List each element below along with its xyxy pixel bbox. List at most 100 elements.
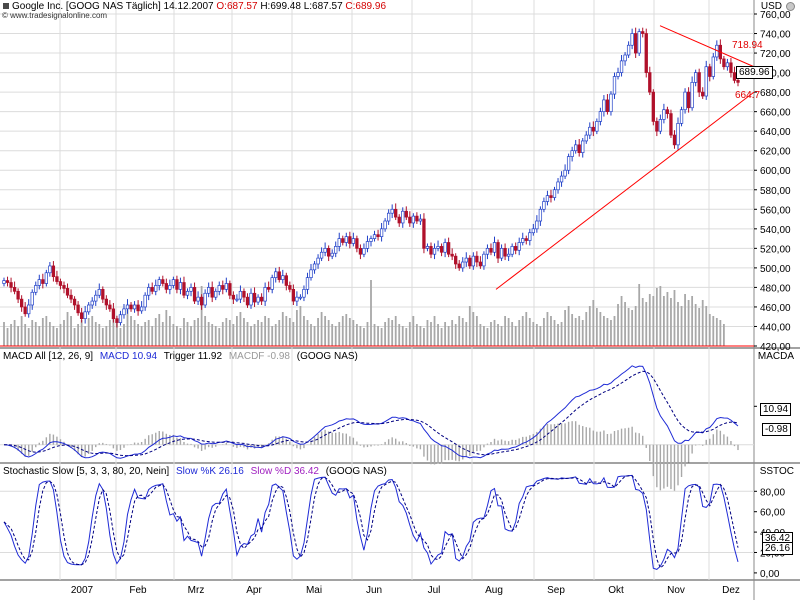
- volume-bar: [144, 322, 147, 346]
- volume-bar: [355, 324, 358, 346]
- volume-bar: [253, 324, 256, 346]
- candle-body: [496, 242, 500, 259]
- volume-bar: [137, 324, 139, 346]
- candle-body: [722, 58, 726, 68]
- volume-bar: [423, 328, 425, 346]
- volume-bar: [550, 316, 552, 346]
- candle-body: [203, 292, 207, 306]
- macd-legend-symbol: (GOOG NAS): [296, 351, 358, 362]
- volume-bar: [581, 320, 584, 346]
- price-tick-label: 440,00: [760, 322, 791, 333]
- volume-bar: [239, 312, 242, 346]
- candle-body: [588, 126, 592, 136]
- candle-body: [425, 246, 430, 249]
- candle-body: [489, 248, 493, 253]
- candle-body: [238, 290, 243, 300]
- candle-body: [327, 248, 331, 257]
- candle-body: [545, 195, 550, 202]
- candle-body: [686, 91, 691, 109]
- candle-body: [2, 280, 6, 284]
- volume-bar: [77, 324, 80, 346]
- candle-body: [72, 298, 77, 306]
- candle-body: [323, 248, 327, 253]
- candle-body: [471, 255, 475, 267]
- price-tick-label: 620,00: [760, 147, 791, 158]
- price-tick-label: 420,00: [760, 342, 791, 353]
- volume-bar: [437, 324, 439, 346]
- volume-bar: [130, 316, 132, 346]
- candle-body: [478, 261, 483, 267]
- candle-body: [676, 123, 680, 146]
- volume-bar: [306, 320, 309, 346]
- candle-body: [365, 241, 370, 249]
- price-tick-label: 520,00: [760, 244, 791, 255]
- volume-bar: [24, 324, 27, 346]
- candle-body: [669, 113, 673, 136]
- macd-trigger-line: [3, 370, 739, 457]
- candle-body: [637, 31, 641, 54]
- stochastic-panel-code: SSTOC: [759, 466, 794, 477]
- volume-bar: [458, 316, 461, 346]
- volume-bar: [394, 316, 397, 346]
- candle-body: [302, 289, 306, 298]
- candle-body: [23, 306, 27, 315]
- volume-bar: [560, 322, 563, 346]
- candle-body: [30, 291, 34, 306]
- volume-bar: [6, 328, 9, 346]
- volume-bar: [161, 322, 164, 346]
- month-label: Jul: [428, 585, 441, 596]
- candle-body: [129, 304, 133, 310]
- volume-bar: [497, 324, 499, 346]
- candle-body: [517, 242, 521, 251]
- candle-body: [295, 296, 299, 302]
- candle-body: [690, 82, 694, 109]
- candle-body: [245, 296, 250, 306]
- volume-bar: [507, 318, 510, 346]
- candle-body: [178, 282, 183, 290]
- volume-bar: [108, 320, 111, 346]
- volume-bar: [532, 322, 535, 346]
- candle-body: [344, 236, 348, 243]
- volume-bar: [158, 314, 161, 346]
- volume-bar: [655, 288, 658, 346]
- candle-body: [609, 93, 613, 112]
- volume-bar: [631, 310, 634, 346]
- candle-body: [383, 220, 387, 230]
- candle-body: [697, 72, 701, 93]
- candle-body: [136, 304, 140, 312]
- volume-bar: [592, 300, 595, 346]
- upper-trendline: [659, 25, 755, 68]
- candle-body: [581, 140, 585, 154]
- settings-dot-icon[interactable]: [786, 2, 795, 11]
- volume-bar: [613, 316, 616, 346]
- candle-body: [16, 290, 20, 300]
- volume-bar: [101, 328, 104, 346]
- volume-bar: [708, 314, 711, 346]
- price-tick-label: 480,00: [760, 283, 791, 294]
- macd-panel-code: MACDA: [757, 351, 794, 362]
- volume-bar: [197, 318, 199, 346]
- candle-body: [5, 280, 10, 283]
- candle-body: [104, 298, 108, 306]
- volume-bar: [719, 320, 722, 346]
- candle-body: [531, 228, 535, 234]
- volume-bar: [299, 306, 302, 346]
- volume-bar: [578, 316, 581, 346]
- candle-body: [252, 292, 257, 303]
- candle-body: [199, 296, 204, 306]
- volume-bar: [500, 326, 503, 346]
- candle-body: [672, 134, 677, 146]
- candle-body: [79, 312, 84, 320]
- volume-bar: [38, 326, 41, 346]
- volume-bar: [447, 326, 450, 346]
- volume-bar: [634, 306, 637, 346]
- volume-bar: [112, 316, 115, 346]
- volume-bar: [116, 322, 118, 346]
- candle-body: [524, 238, 528, 241]
- volume-bar: [341, 316, 344, 346]
- volume-bar: [493, 320, 496, 346]
- candle-body: [595, 121, 599, 132]
- candle-body: [41, 279, 45, 284]
- volume-bar: [264, 316, 267, 346]
